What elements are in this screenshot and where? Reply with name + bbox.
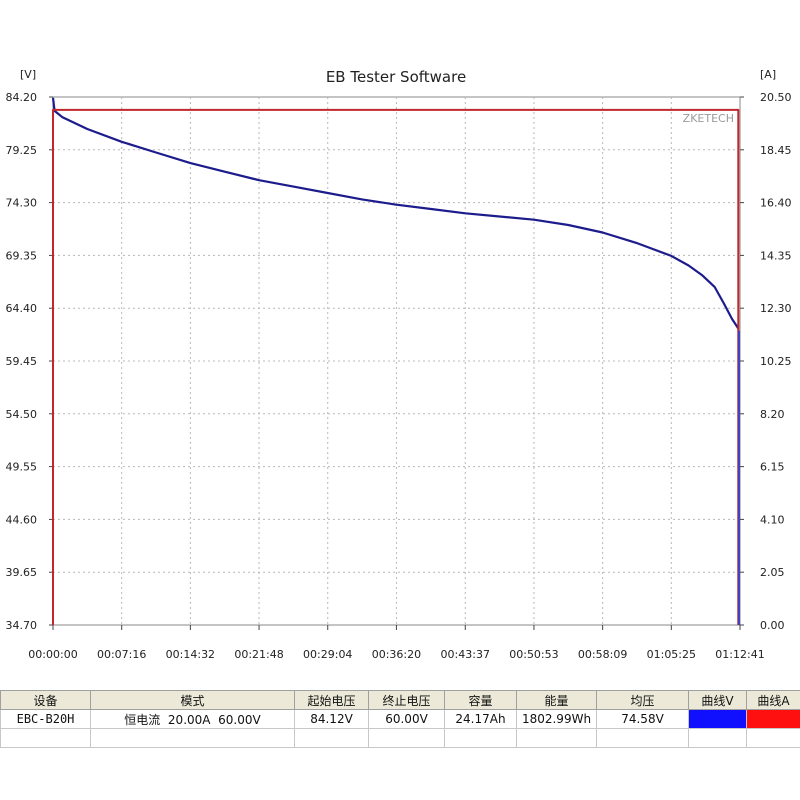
y-right-tick-label: 18.45 <box>760 144 792 157</box>
results-table: 设备 模式 起始电压 终止电压 容量 能量 均压 曲线V 曲线A EBC-B20… <box>0 690 800 748</box>
curve-v-color-swatch[interactable] <box>689 710 746 728</box>
x-tick-label: 01:12:41 <box>715 648 764 661</box>
header-curve-a: 曲线A <box>746 690 800 710</box>
y-right-tick-label: 10.25 <box>760 355 792 368</box>
y-left-tick-label: 69.35 <box>6 249 38 262</box>
x-tick-label: 00:50:53 <box>509 648 558 661</box>
watermark: ZKETECH <box>683 112 734 125</box>
y-left-tick-label: 59.45 <box>6 355 38 368</box>
x-tick-label: 00:00:00 <box>28 648 77 661</box>
x-tick-label: 01:05:25 <box>647 648 696 661</box>
y-right-tick-label: 4.10 <box>760 513 785 526</box>
header-start-voltage: 起始电压 <box>294 690 369 710</box>
cell-curve-a-swatch[interactable] <box>746 709 800 729</box>
right-axis-unit: [A] <box>760 68 776 81</box>
chart-title: EB Tester Software <box>326 68 466 86</box>
left-axis: 84.20 79.25 74.30 69.35 64.40 59.45 54.50 49.55… <box>6 91 53 632</box>
header-energy: 能量 <box>516 690 597 710</box>
cell-start-voltage: 84.12V <box>294 709 369 729</box>
x-tick-label: 00:14:32 <box>166 648 215 661</box>
results-header-row: 设备 模式 起始电压 终止电压 容量 能量 均压 曲线V 曲线A <box>0 690 800 710</box>
y-right-tick-label: 20.50 <box>760 91 792 104</box>
y-left-tick-label: 64.40 <box>6 302 38 315</box>
table-row[interactable]: EBC-B20H 恒电流 20.00A 60.00V 84.12V 60.00V… <box>0 709 800 729</box>
y-right-tick-label: 0.00 <box>760 619 785 632</box>
series-group <box>51 97 740 625</box>
y-right-tick-label: 16.40 <box>760 197 792 210</box>
header-curve-v: 曲线V <box>688 690 747 710</box>
cell-capacity: 24.17Ah <box>444 709 517 729</box>
x-tick-label: 00:21:48 <box>234 648 283 661</box>
cell-device: EBC-B20H <box>0 709 91 729</box>
series-line <box>51 97 740 330</box>
header-device: 设备 <box>0 690 91 710</box>
y-left-tick-label: 79.25 <box>6 144 38 157</box>
cell-energy: 1802.99Wh <box>516 709 597 729</box>
y-left-tick-label: 39.65 <box>6 566 38 579</box>
y-right-tick-label: 8.20 <box>760 408 785 421</box>
cell-mode: 恒电流 20.00A 60.00V <box>90 709 295 729</box>
x-tick-label: 00:07:16 <box>97 648 146 661</box>
cell-curve-v-swatch[interactable] <box>688 709 747 729</box>
header-capacity: 容量 <box>444 690 517 710</box>
y-left-tick-label: 74.30 <box>6 197 38 210</box>
x-axis: 00:00:00 00:07:16 00:14:32 00:21:48 00:29:04… <box>28 625 765 661</box>
plot-area <box>52 96 741 626</box>
y-left-tick-label: 84.20 <box>6 91 38 104</box>
right-axis: 20.50 18.45 16.40 14.35 12.30 10.25 8.20 6.15 4.… <box>740 91 792 632</box>
y-right-tick-label: 2.05 <box>760 566 785 579</box>
y-right-tick-label: 6.15 <box>760 461 785 474</box>
curve-a-color-swatch[interactable] <box>747 710 800 728</box>
cell-end-voltage: 60.00V <box>368 709 445 729</box>
table-row-empty <box>0 728 800 748</box>
x-tick-label: 00:29:04 <box>303 648 352 661</box>
x-tick-label: 00:36:20 <box>372 648 421 661</box>
y-left-tick-label: 54.50 <box>6 408 38 421</box>
cell-avg-voltage: 74.58V <box>596 709 689 729</box>
header-end-voltage: 终止电压 <box>368 690 445 710</box>
header-avg-voltage: 均压 <box>596 690 689 710</box>
chart-area: EB Tester Software [V] [A] 84.20 79.25 74.… <box>6 68 792 661</box>
x-tick-label: 00:43:37 <box>441 648 490 661</box>
header-mode: 模式 <box>90 690 295 710</box>
left-axis-unit: [V] <box>20 68 36 81</box>
grid <box>53 97 740 625</box>
y-right-tick-label: 14.35 <box>760 249 792 262</box>
y-left-tick-label: 44.60 <box>6 513 38 526</box>
y-right-tick-label: 12.30 <box>760 302 792 315</box>
x-tick-label: 00:58:09 <box>578 648 627 661</box>
y-left-tick-label: 49.55 <box>6 461 38 474</box>
y-left-tick-label: 34.70 <box>6 619 38 632</box>
